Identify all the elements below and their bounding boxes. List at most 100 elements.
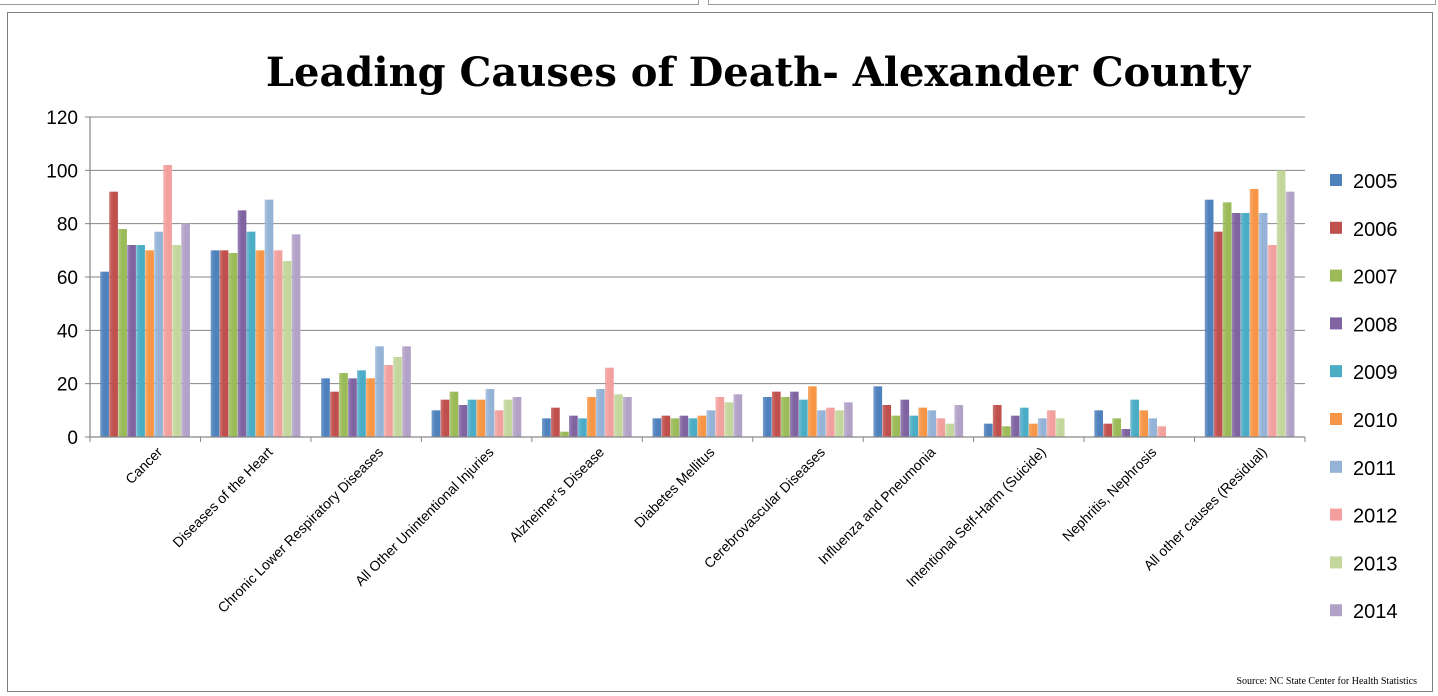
legend-swatch-2012	[1330, 508, 1342, 521]
bar-2011-3	[485, 389, 495, 437]
x-tick-label: Diseases of the Heart	[169, 444, 276, 551]
bar-2011-8	[1037, 418, 1047, 437]
bar-2010-0	[145, 250, 154, 437]
bar-2013-1	[282, 261, 292, 437]
bar-2012-6	[825, 407, 835, 437]
y-axis-ticks: 0 20 40 60 80 100 120	[46, 108, 90, 449]
bar-2012-0	[163, 165, 172, 437]
legend-label-2011: 2011	[1353, 458, 1396, 480]
bar-2010-10	[1249, 189, 1259, 437]
legend-label-2008: 2008	[1353, 314, 1398, 336]
bar-2011-9	[1148, 418, 1158, 437]
legend-swatch-2008	[1330, 317, 1342, 330]
y-tick-label: 120	[46, 108, 78, 129]
bar-2010-9	[1139, 410, 1149, 437]
x-tick-label: Cerebrovascular Diseases	[701, 444, 828, 571]
bar-2014-1	[291, 234, 301, 437]
bar-2012-2	[384, 365, 393, 437]
bar-2013-7	[945, 423, 955, 437]
bar-2006-9	[1103, 423, 1113, 437]
bar-2014-0	[181, 223, 190, 437]
bar-2005-6	[762, 397, 772, 437]
bar-2009-9	[1130, 399, 1140, 437]
bar-2010-6	[807, 386, 817, 437]
x-tick-label: Cancer	[122, 444, 165, 487]
bar-2006-1	[219, 250, 229, 437]
bar-2006-0	[109, 191, 118, 437]
bar-2007-9	[1112, 418, 1122, 437]
bar-2008-7	[900, 399, 910, 437]
legend-label-2006: 2006	[1353, 219, 1398, 241]
bar-2006-4	[551, 407, 560, 437]
bar-2011-6	[816, 410, 826, 437]
bar-2007-0	[118, 229, 127, 437]
bar-2013-6	[834, 410, 844, 437]
y-tick-label: 60	[57, 268, 78, 289]
bar-2005-10	[1204, 199, 1214, 437]
y-tick-label: 100	[46, 161, 78, 182]
legend-swatch-2010	[1330, 413, 1342, 425]
bar-2009-3	[467, 399, 477, 437]
bar-2014-5	[733, 394, 743, 437]
bar-2006-3	[440, 399, 450, 437]
legend-label-2009: 2009	[1353, 362, 1398, 384]
bar-2010-5	[697, 415, 707, 437]
legend-label-2007: 2007	[1353, 267, 1398, 289]
bar-2009-2	[357, 370, 366, 437]
x-tick-label: Alzheimer’s Disease	[506, 444, 607, 545]
legend-swatch-2007	[1330, 269, 1342, 282]
bar-2006-7	[882, 405, 892, 437]
bar-2014-10	[1285, 191, 1295, 437]
legend-swatch-2005	[1330, 174, 1342, 186]
bar-2009-1	[246, 231, 256, 437]
bar-2014-2	[402, 346, 411, 437]
bar-2006-6	[771, 391, 781, 437]
bar-2011-5	[706, 410, 716, 437]
bar-2007-10	[1222, 202, 1232, 437]
bar-2009-0	[136, 245, 145, 437]
x-tick-label: Nephritis, Nephrosis	[1059, 444, 1159, 544]
bar-2010-1	[255, 250, 265, 437]
bar-2013-3	[503, 399, 513, 437]
legend-swatch-2013	[1330, 556, 1342, 569]
bar-2009-8	[1019, 407, 1029, 437]
bar-2007-6	[780, 397, 790, 437]
bar-2008-3	[458, 405, 468, 437]
bar-2014-6	[843, 402, 853, 437]
bar-2013-8	[1055, 418, 1065, 437]
bar-2012-8	[1046, 410, 1056, 437]
bar-2013-5	[724, 402, 734, 437]
bar-2009-4	[578, 418, 587, 437]
bar-2012-5	[715, 397, 725, 437]
legend: 2005 2006 2007 2008 2009 2010 2011 2012 2013 2014	[1330, 171, 1398, 623]
y-tick-label: 0	[67, 428, 78, 449]
legend-label-2010: 2010	[1353, 410, 1398, 432]
bar-2006-10	[1213, 231, 1223, 437]
top-strip-left	[0, 0, 699, 5]
bar-2013-4	[614, 394, 623, 437]
bar-2007-7	[891, 415, 901, 437]
bar-2007-2	[339, 373, 348, 437]
x-tick-label: Diabetes Mellitus	[631, 444, 718, 531]
bar-2012-7	[936, 418, 946, 437]
bar-2005-4	[542, 418, 551, 437]
bar-2008-10	[1231, 213, 1241, 437]
bar-2011-4	[596, 389, 605, 437]
bar-2009-5	[688, 418, 698, 437]
bar-2005-5	[652, 418, 662, 437]
x-tick-label: All other causes (Residual)	[1140, 444, 1270, 574]
legend-swatch-2006	[1330, 221, 1342, 234]
legend-swatch-2011	[1330, 460, 1342, 473]
bar-2014-3	[512, 397, 522, 437]
legend-label-2005: 2005	[1353, 171, 1398, 193]
legend-label-2012: 2012	[1353, 506, 1398, 528]
bars	[100, 165, 1295, 438]
bar-2008-9	[1121, 429, 1131, 437]
bar-2011-7	[927, 410, 937, 437]
bar-2012-9	[1157, 426, 1167, 437]
chart-frame	[7, 12, 1433, 692]
bar-2008-2	[348, 378, 357, 437]
top-strip-right	[708, 0, 1436, 5]
bar-2007-4	[560, 431, 569, 437]
